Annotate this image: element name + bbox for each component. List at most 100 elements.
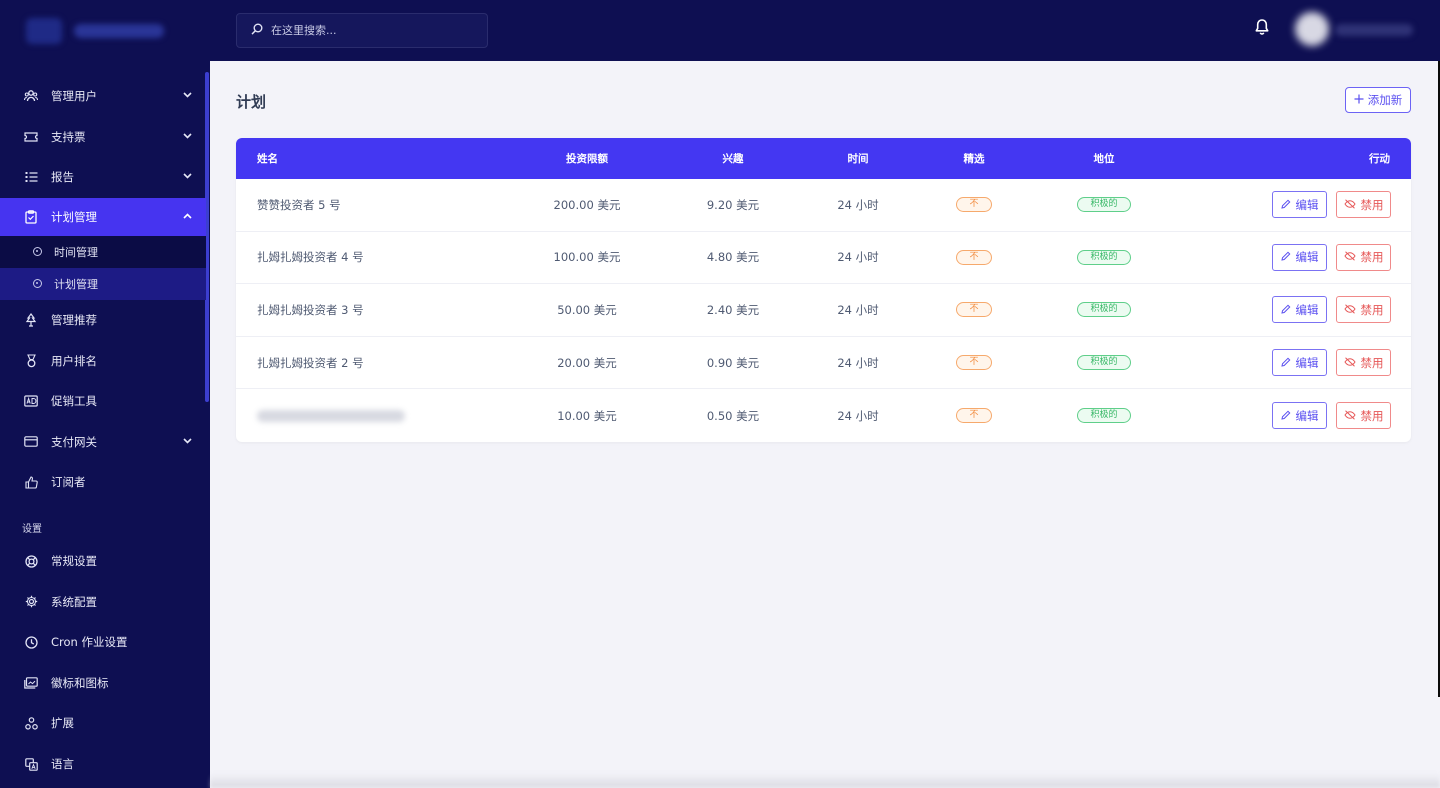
edit-label: 编辑 xyxy=(1295,355,1319,370)
ad-icon xyxy=(24,394,38,408)
eye-slash-icon xyxy=(1343,198,1356,212)
disable-button[interactable]: 禁用 xyxy=(1336,191,1391,219)
sidebar-menu: 管理用户 支持票 报告 计划 xyxy=(0,76,206,784)
sidebar-section-title: 设置 xyxy=(22,523,42,535)
search-input[interactable] xyxy=(271,24,471,37)
invest-limit: 100.00 美元 xyxy=(553,250,621,265)
logo-text-blurred xyxy=(74,24,164,38)
sidebar-item-label: 系统配置 xyxy=(51,594,97,609)
sidebar-subitem-time-management[interactable]: 时间管理 xyxy=(0,236,206,268)
eye-slash-icon xyxy=(1343,356,1356,370)
language-icon xyxy=(24,757,38,771)
eye-slash-icon xyxy=(1343,250,1356,264)
column-header-name[interactable]: 姓名 xyxy=(257,153,278,165)
disable-button[interactable]: 禁用 xyxy=(1336,296,1391,324)
sidebar-item-promo-tools[interactable]: 促销工具 xyxy=(0,381,206,422)
interest-value: 0.50 美元 xyxy=(706,408,760,423)
time-value: 24 小时 xyxy=(837,197,879,212)
chevron-up-icon xyxy=(183,212,192,222)
interest-value: 4.80 美元 xyxy=(706,250,760,265)
sidebar-item-label: 支持票 xyxy=(51,129,86,144)
clock-icon xyxy=(24,635,38,649)
sidebar-item-label: 计划管理 xyxy=(51,209,97,224)
edit-button[interactable]: 编辑 xyxy=(1272,296,1327,324)
avatar[interactable] xyxy=(1295,12,1329,46)
users-icon xyxy=(24,89,38,103)
disable-button[interactable]: 禁用 xyxy=(1336,402,1391,430)
disable-label: 禁用 xyxy=(1360,302,1384,317)
sidebar-item-general-settings[interactable]: 常规设置 xyxy=(0,541,206,582)
featured-badge: 不 xyxy=(956,249,992,265)
image-icon xyxy=(24,676,38,690)
sidebar: 管理用户 支持票 报告 计划 xyxy=(0,0,210,788)
table-row: 扎姆扎姆投资者 3 号 50.00 美元 2.40 美元 24 小时 不 积极的… xyxy=(236,284,1411,337)
eye-slash-icon xyxy=(1343,303,1356,317)
add-new-button[interactable]: 添加新 xyxy=(1345,87,1411,113)
sidebar-item-plan-management[interactable]: 计划管理 xyxy=(0,197,206,236)
plans-table: 姓名 投资限额 兴趣 时间 精选 地位 行动 赞赞投资者 5 号 200.00 … xyxy=(236,138,1411,442)
page-title: 计划 xyxy=(236,93,267,111)
disable-label: 禁用 xyxy=(1360,355,1384,370)
disable-button[interactable]: 禁用 xyxy=(1336,349,1391,377)
sidebar-item-payment-gateway[interactable]: 支付网关 xyxy=(0,422,206,463)
plan-name: 扎姆扎姆投资者 2 号 xyxy=(257,355,364,370)
column-header-status[interactable]: 地位 xyxy=(1093,153,1115,165)
circle-dot-icon xyxy=(33,279,42,289)
sidebar-item-manage-referrals[interactable]: 管理推荐 xyxy=(0,300,206,341)
window-edge xyxy=(1438,61,1440,697)
sidebar-item-extensions[interactable]: 扩展 xyxy=(0,703,206,744)
interest-value: 9.20 美元 xyxy=(706,197,760,212)
list-icon xyxy=(24,170,38,184)
sidebar-item-system-config[interactable]: 系统配置 xyxy=(0,581,206,622)
invest-limit: 200.00 美元 xyxy=(553,197,621,212)
plan-name: 扎姆扎姆投资者 3 号 xyxy=(257,302,364,317)
credit-card-icon xyxy=(24,435,38,449)
sidebar-item-label: 常规设置 xyxy=(51,554,97,569)
column-header-time[interactable]: 时间 xyxy=(847,153,869,165)
sidebar-item-manage-users[interactable]: 管理用户 xyxy=(0,76,206,117)
sidebar-item-label: 扩展 xyxy=(51,716,74,731)
logo[interactable] xyxy=(0,0,210,62)
disable-button[interactable]: 禁用 xyxy=(1336,243,1391,271)
sidebar-item-reports[interactable]: 报告 xyxy=(0,157,206,198)
column-header-action: 行动 xyxy=(1369,153,1390,165)
thumbs-up-icon xyxy=(24,475,38,489)
featured-badge: 不 xyxy=(956,197,992,213)
edit-button[interactable]: 编辑 xyxy=(1272,243,1327,271)
sidebar-item-logo-icons[interactable]: 徽标和图标 xyxy=(0,663,206,704)
sidebar-item-language[interactable]: 语言 xyxy=(0,744,206,785)
sidebar-item-cron-settings[interactable]: Cron 作业设置 xyxy=(0,622,206,663)
chevron-down-icon xyxy=(183,172,192,182)
search-box[interactable] xyxy=(236,13,488,48)
table-row: 扎姆扎姆投资者 2 号 20.00 美元 0.90 美元 24 小时 不 积极的… xyxy=(236,337,1411,390)
status-badge: 积极的 xyxy=(1077,355,1131,371)
edit-label: 编辑 xyxy=(1295,250,1319,265)
column-header-invest[interactable]: 投资限额 xyxy=(566,153,608,165)
sidebar-scrollbar[interactable] xyxy=(205,72,209,402)
sidebar-item-support-tickets[interactable]: 支持票 xyxy=(0,117,206,158)
column-header-interest[interactable]: 兴趣 xyxy=(722,153,744,165)
sidebar-item-label: 支付网关 xyxy=(51,434,97,449)
edit-button[interactable]: 编辑 xyxy=(1272,402,1327,430)
table-header: 姓名 投资限额 兴趣 时间 精选 地位 行动 xyxy=(236,138,1411,179)
disable-label: 禁用 xyxy=(1360,197,1384,212)
chevron-down-icon xyxy=(183,132,192,142)
pencil-icon xyxy=(1280,356,1291,370)
column-header-featured[interactable]: 精选 xyxy=(963,153,985,165)
featured-badge: 不 xyxy=(956,355,992,371)
sidebar-subitem-label: 计划管理 xyxy=(54,277,98,291)
edit-button[interactable]: 编辑 xyxy=(1272,191,1327,219)
pencil-icon xyxy=(1280,250,1291,264)
invest-limit: 20.00 美元 xyxy=(557,355,617,370)
sidebar-item-subscribers[interactable]: 订阅者 xyxy=(0,462,206,503)
search-icon xyxy=(251,23,263,38)
sidebar-subitem-label: 时间管理 xyxy=(54,245,98,259)
edit-button[interactable]: 编辑 xyxy=(1272,349,1327,377)
username-blurred[interactable] xyxy=(1335,24,1413,36)
time-value: 24 小时 xyxy=(837,250,879,265)
sidebar-item-user-ranking[interactable]: 用户排名 xyxy=(0,340,206,381)
bell-icon[interactable] xyxy=(1254,18,1270,36)
sidebar-subitem-plan-management[interactable]: 计划管理 xyxy=(0,267,206,300)
edit-label: 编辑 xyxy=(1295,302,1319,317)
plan-name: 扎姆扎姆投资者 4 号 xyxy=(257,250,364,265)
